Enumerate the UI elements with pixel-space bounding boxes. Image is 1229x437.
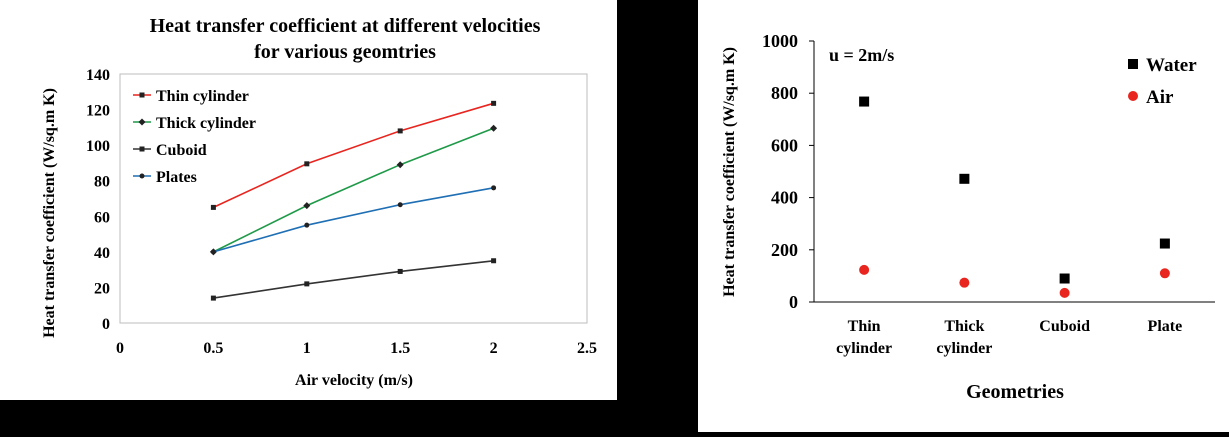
left-chart-panel: Heat transfer coefficient at different v… — [0, 0, 617, 400]
data-point — [490, 124, 498, 132]
x-tick-label: 0.5 — [203, 340, 223, 357]
data-point — [1059, 273, 1070, 284]
y-tick-label: 0 — [789, 292, 798, 312]
x-category-label: Thick — [944, 318, 984, 335]
legend-marker — [1128, 59, 1138, 69]
y-axis-label: Heat transfer coefficient (W/sq.m K) — [41, 88, 58, 338]
legend-label: Plates — [156, 169, 197, 186]
scatter-chart: u = 2m/s Geometries Heat transfer coeffi… — [721, 31, 1215, 403]
data-point — [304, 222, 310, 228]
legend-marker — [1128, 91, 1138, 101]
data-point — [1159, 268, 1170, 279]
data-point — [303, 202, 311, 210]
y-tick-label: 1000 — [762, 31, 798, 51]
y-tick-label: 20 — [94, 280, 110, 297]
y-tick-label: 60 — [94, 209, 110, 226]
legend-label: Air — [1146, 87, 1174, 108]
data-point — [397, 268, 403, 274]
y-tick-label: 100 — [86, 138, 110, 155]
data-point — [491, 185, 497, 191]
plot-area: 0 20 40 60 80 100 120 140 0 0.5 1 1.5 2 2.5 Thin cylin… — [86, 67, 597, 357]
y-tick-label: 120 — [86, 103, 110, 120]
data-point — [210, 295, 216, 301]
x-category-label: Plate — [1148, 318, 1183, 335]
legend-label: Thin cylinder — [156, 88, 249, 105]
data-point — [304, 161, 310, 167]
y-tick-label: 400 — [771, 188, 798, 208]
x-category-label: Thin — [848, 318, 881, 335]
legend-label: Cuboid — [156, 142, 207, 159]
x-category-label: cylinder — [836, 340, 892, 357]
x-axis-label: Geometries — [966, 381, 1064, 403]
legend-marker — [139, 92, 145, 98]
x-category-label: Cuboid — [1039, 318, 1090, 335]
y-tick-label: 800 — [771, 83, 798, 103]
series-line — [213, 260, 494, 299]
chart-subtitle: for various geomtries — [254, 41, 436, 63]
data-point — [397, 128, 403, 134]
x-tick-label: 2.5 — [577, 340, 597, 357]
data-point — [210, 249, 216, 255]
plot-area: 0 200 400 600 800 1000 Thin cylinder Thick cylind… — [762, 31, 1215, 357]
y-tick-label: 140 — [86, 67, 110, 84]
series-line — [213, 127, 494, 253]
x-tick-label: 0 — [116, 340, 124, 357]
y-tick-label: 80 — [94, 174, 110, 191]
chart-title: Heat transfer coefficient at different v… — [150, 15, 541, 37]
plot-frame — [119, 73, 588, 324]
series-line — [213, 187, 494, 253]
x-tick-label: 2 — [490, 340, 498, 357]
x-axis-label: Air velocity (m/s) — [295, 372, 413, 389]
y-tick-label: 40 — [94, 245, 110, 262]
data-point — [397, 202, 403, 208]
legend-marker — [139, 173, 145, 179]
x-tick-label: 1 — [303, 340, 311, 357]
legend-marker — [138, 118, 146, 126]
chart-annotation: u = 2m/s — [829, 45, 894, 65]
y-axis-label: Heat transfer coefficient (W/sq.m K) — [721, 47, 738, 297]
data-point — [1059, 287, 1070, 298]
data-point — [859, 264, 870, 275]
y-tick-label: 0 — [102, 316, 110, 333]
right-chart-panel: u = 2m/s Geometries Heat transfer coeffi… — [698, 0, 1229, 432]
x-category-label: cylinder — [936, 340, 992, 357]
legend-marker — [139, 146, 145, 152]
data-point — [859, 96, 870, 107]
data-point — [491, 100, 497, 106]
data-point — [1159, 238, 1170, 249]
y-tick-label: 600 — [771, 135, 798, 155]
line-chart: Heat transfer coefficient at different v… — [41, 15, 597, 389]
data-point — [959, 277, 970, 288]
data-point — [491, 258, 497, 264]
data-point — [304, 281, 310, 287]
x-tick-label: 1.5 — [390, 340, 410, 357]
data-point — [396, 161, 404, 169]
legend-label: Thick cylinder — [156, 115, 256, 132]
data-point — [959, 173, 970, 184]
legend-label: Water — [1146, 55, 1197, 76]
series-line — [213, 102, 494, 209]
y-tick-label: 200 — [771, 240, 798, 260]
data-point — [210, 204, 216, 210]
